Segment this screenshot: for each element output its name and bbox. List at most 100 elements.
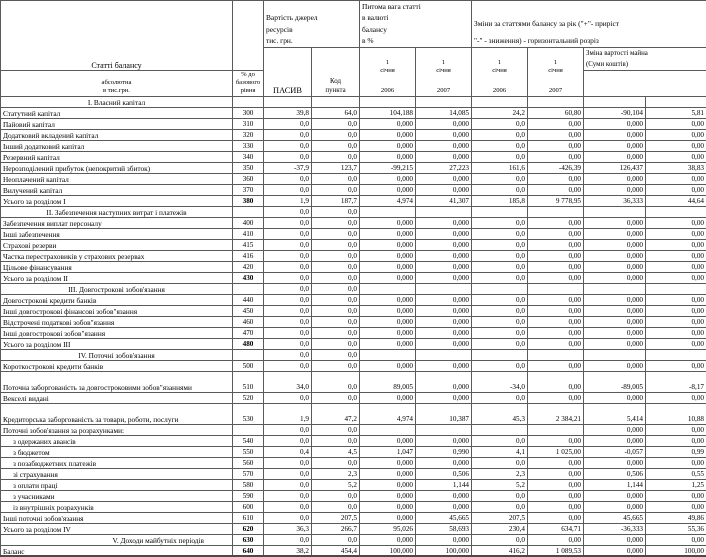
- cell-value: 1,9: [264, 403, 312, 424]
- balance-sheet-page: Статті балансу Вартість джерел ресурсів …: [0, 0, 706, 481]
- cell-value: 0,0: [312, 435, 360, 446]
- cell-value: [472, 283, 528, 294]
- cell-value: 36,3: [264, 523, 312, 534]
- cell-value: 0,0: [264, 129, 312, 140]
- row-label: із внутрішніх розрахунків: [1, 501, 233, 512]
- cell-value: 0,00: [646, 316, 706, 327]
- table-row: Поточна заборгованість за довгостроковим…: [1, 371, 706, 392]
- row-code: [233, 349, 264, 360]
- row-label: Інші забезпечення: [1, 228, 233, 239]
- col-header-cost-2006: 1 січня 2006: [360, 47, 416, 96]
- cell-value: 0,0: [472, 316, 528, 327]
- cell-value: 207,5: [312, 512, 360, 523]
- cell-value: 0,000: [416, 371, 472, 392]
- row-code: 410: [233, 228, 264, 239]
- cell-value: 0,000: [416, 239, 472, 250]
- cell-value: 0,000: [416, 250, 472, 261]
- cell-value: -90,104: [584, 107, 646, 118]
- row-code: 550: [233, 446, 264, 457]
- cell-value: 0,0: [312, 349, 360, 360]
- cell-value: 0,000: [584, 118, 646, 129]
- row-code: 640: [233, 545, 264, 556]
- cell-value: 0,000: [360, 239, 416, 250]
- cell-value: 0,00: [528, 327, 584, 338]
- cell-value: 0,0: [312, 392, 360, 403]
- row-label: з бюджетом: [1, 446, 233, 457]
- group1-line3: тис. грн.: [266, 35, 357, 46]
- date-month: січня: [530, 67, 581, 75]
- cell-value: 0,0: [264, 228, 312, 239]
- cell-value: [264, 96, 312, 107]
- cell-value: 0,000: [584, 534, 646, 545]
- table-row: II. Забезпечення наступних витрат і плат…: [1, 206, 706, 217]
- cell-value: 0,00: [528, 534, 584, 545]
- cell-value: 0,000: [360, 151, 416, 162]
- cell-value: 0,000: [360, 534, 416, 545]
- cell-value: 4,1: [472, 446, 528, 457]
- cell-value: [472, 349, 528, 360]
- cell-value: 0,000: [416, 457, 472, 468]
- row-code: [233, 424, 264, 435]
- cell-value: 0,00: [528, 118, 584, 129]
- group2-line1: Питома вага статті: [362, 1, 469, 12]
- cell-value: 0,0: [264, 316, 312, 327]
- cell-value: 0,0: [264, 435, 312, 446]
- cell-value: 0,00: [646, 501, 706, 512]
- cell-value: 0,000: [416, 490, 472, 501]
- cell-value: -8,17: [646, 371, 706, 392]
- cell-value: 0,000: [584, 217, 646, 228]
- cell-value: 0,0: [264, 206, 312, 217]
- cell-value: 0,000: [360, 261, 416, 272]
- cell-value: 0,0: [264, 338, 312, 349]
- cell-value: 0,00: [528, 129, 584, 140]
- cell-value: 24,2: [472, 107, 528, 118]
- cell-value: 0,0: [472, 151, 528, 162]
- cell-value: 47,2: [312, 403, 360, 424]
- cell-value: [416, 206, 472, 217]
- row-label: з одержаних авансів: [1, 435, 233, 446]
- cell-value: [584, 349, 646, 360]
- group1-line2: ресурсів: [266, 24, 357, 35]
- cell-value: 4,5: [312, 446, 360, 457]
- cell-value: 38,2: [264, 545, 312, 556]
- cell-value: 0,000: [416, 316, 472, 327]
- cell-value: 0,00: [528, 228, 584, 239]
- cell-value: 2 384,21: [528, 403, 584, 424]
- table-row: Поточні зобов'язання за розрахунками:0,0…: [1, 424, 706, 435]
- date-month: січня: [362, 67, 413, 75]
- cell-value: 58,693: [416, 523, 472, 534]
- cell-value: 39,8: [264, 107, 312, 118]
- cell-value: 55,36: [646, 523, 706, 534]
- cell-value: 2,3: [312, 468, 360, 479]
- row-label: Пайовий капітал: [1, 118, 233, 129]
- cell-value: 0,0: [264, 250, 312, 261]
- cell-value: 230,4: [472, 523, 528, 534]
- cell-value: 0,000: [584, 392, 646, 403]
- cell-value: 0,000: [416, 228, 472, 239]
- cell-value: 5,414: [584, 403, 646, 424]
- cell-value: 0,000: [360, 140, 416, 151]
- pct-base-line2: базового: [235, 79, 261, 87]
- cell-value: 0,0: [312, 338, 360, 349]
- cell-value: 0,0: [472, 129, 528, 140]
- cell-value: 0,000: [360, 129, 416, 140]
- cell-value: 0,0: [312, 283, 360, 294]
- cell-value: 0,00: [646, 457, 706, 468]
- cell-value: 100,000: [416, 545, 472, 556]
- row-label: III. Довгострокові зобов'язання: [1, 283, 233, 294]
- cell-value: [360, 96, 416, 107]
- cell-value: [528, 206, 584, 217]
- cell-value: 0,00: [646, 534, 706, 545]
